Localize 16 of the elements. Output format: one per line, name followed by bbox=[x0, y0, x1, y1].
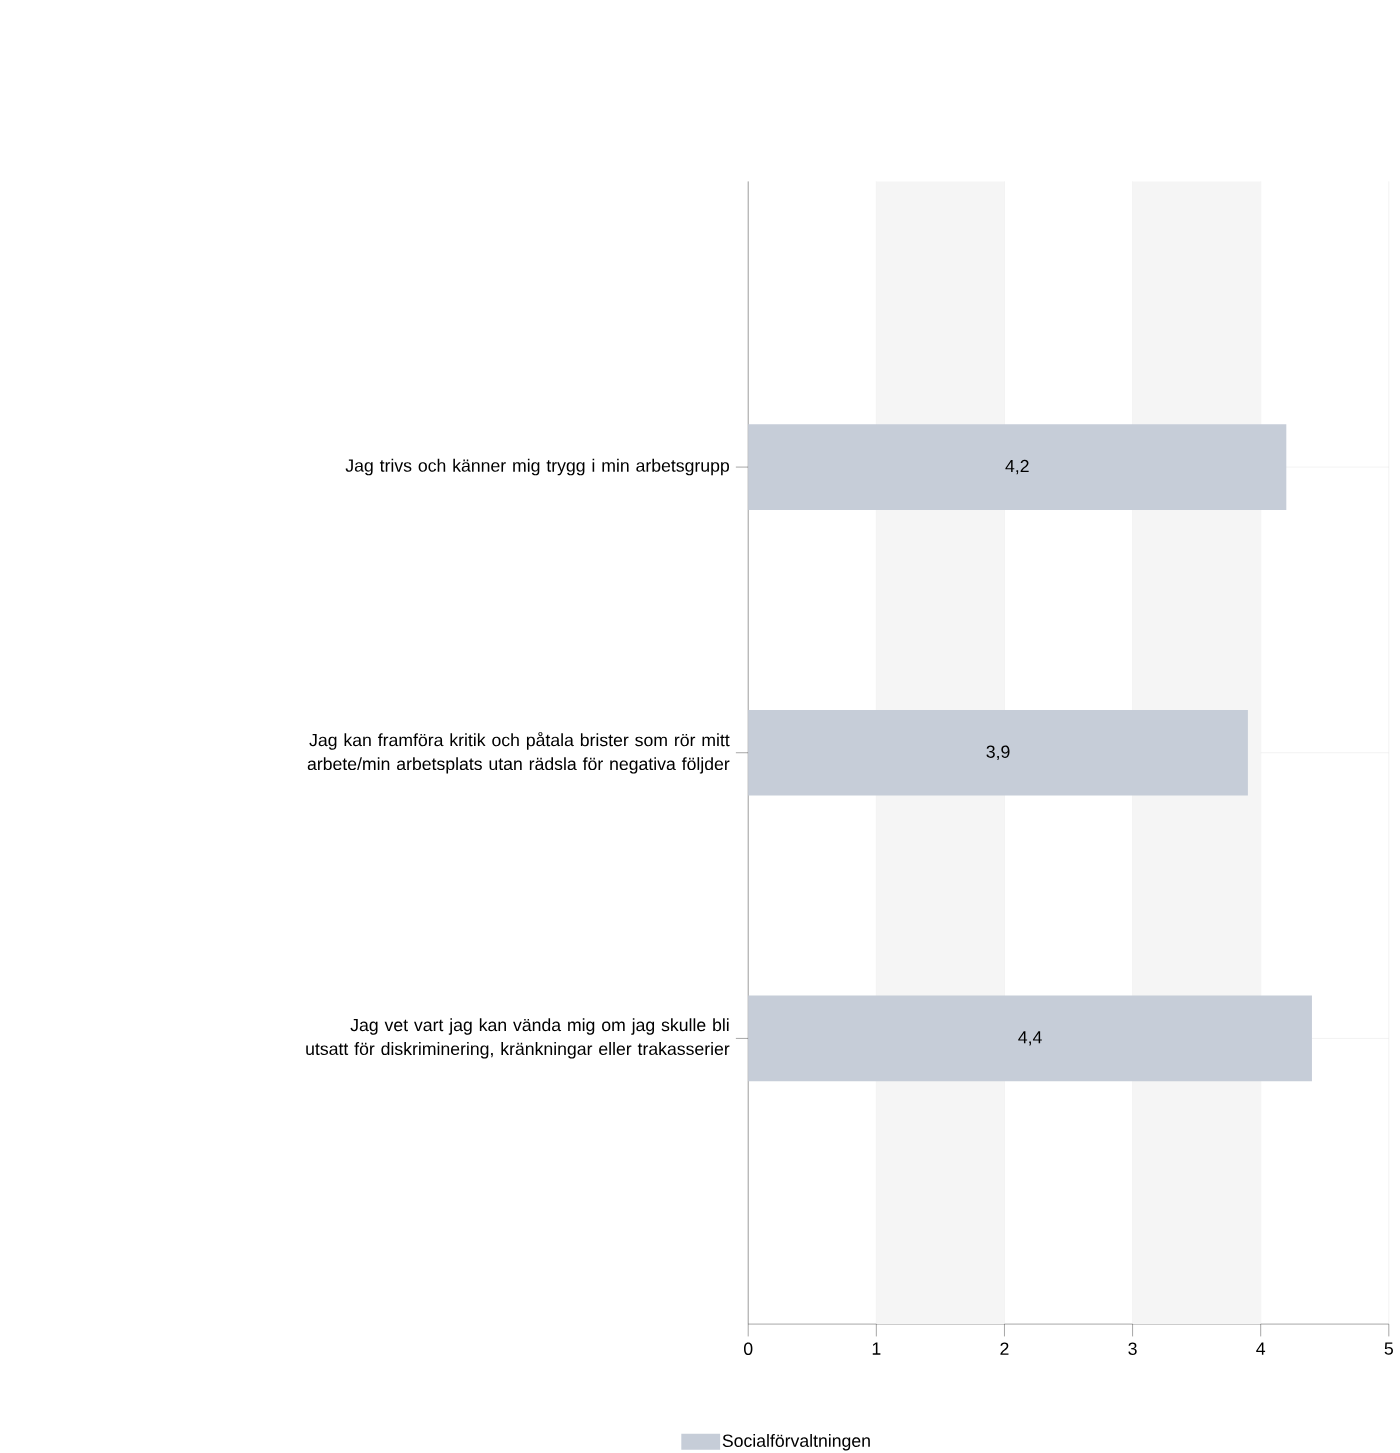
x-tick-label: 3 bbox=[1128, 1342, 1137, 1355]
y-tick-label: Jag trivs och känner mig trygg i min arbetsgrupp bbox=[345, 458, 730, 476]
y-tick-label: Jag vet vart jag kan vända mig om jag skulle bli utsatt för diskriminering, kränkningar eller trakasserier bbox=[306, 1018, 730, 1059]
bar bbox=[748, 424, 1287, 510]
x-tick-label: 0 bbox=[744, 1342, 753, 1355]
x-tick-label: 5 bbox=[1384, 1342, 1394, 1355]
data-label: 4,2 bbox=[1005, 459, 1029, 475]
x-tick-label: 2 bbox=[1000, 1342, 1009, 1355]
y-tick-label: Jag kan framföra kritik och påtala brister som rör mitt arbete/min arbetsplats utan rädsla för negativa följder bbox=[307, 731, 730, 774]
bar bbox=[748, 995, 1313, 1082]
data-label: 4,4 bbox=[1018, 1031, 1043, 1046]
bar bbox=[748, 709, 1249, 796]
x-tick-label: 4 bbox=[1256, 1342, 1266, 1355]
legend-label: Socialförvaltningen bbox=[722, 1434, 871, 1451]
data-label: 3,9 bbox=[986, 745, 1010, 761]
x-tick-label: 1 bbox=[872, 1342, 881, 1355]
